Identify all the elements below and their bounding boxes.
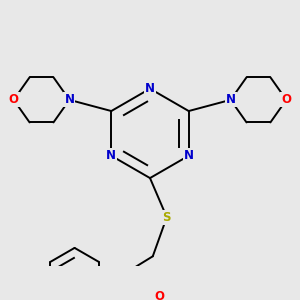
Text: N: N xyxy=(106,149,116,162)
Text: O: O xyxy=(155,290,165,300)
Text: N: N xyxy=(145,82,155,95)
Text: N: N xyxy=(226,93,236,106)
Text: N: N xyxy=(64,93,74,106)
Text: O: O xyxy=(281,93,291,106)
Text: O: O xyxy=(9,93,19,106)
Text: N: N xyxy=(184,149,194,162)
Text: S: S xyxy=(163,211,171,224)
